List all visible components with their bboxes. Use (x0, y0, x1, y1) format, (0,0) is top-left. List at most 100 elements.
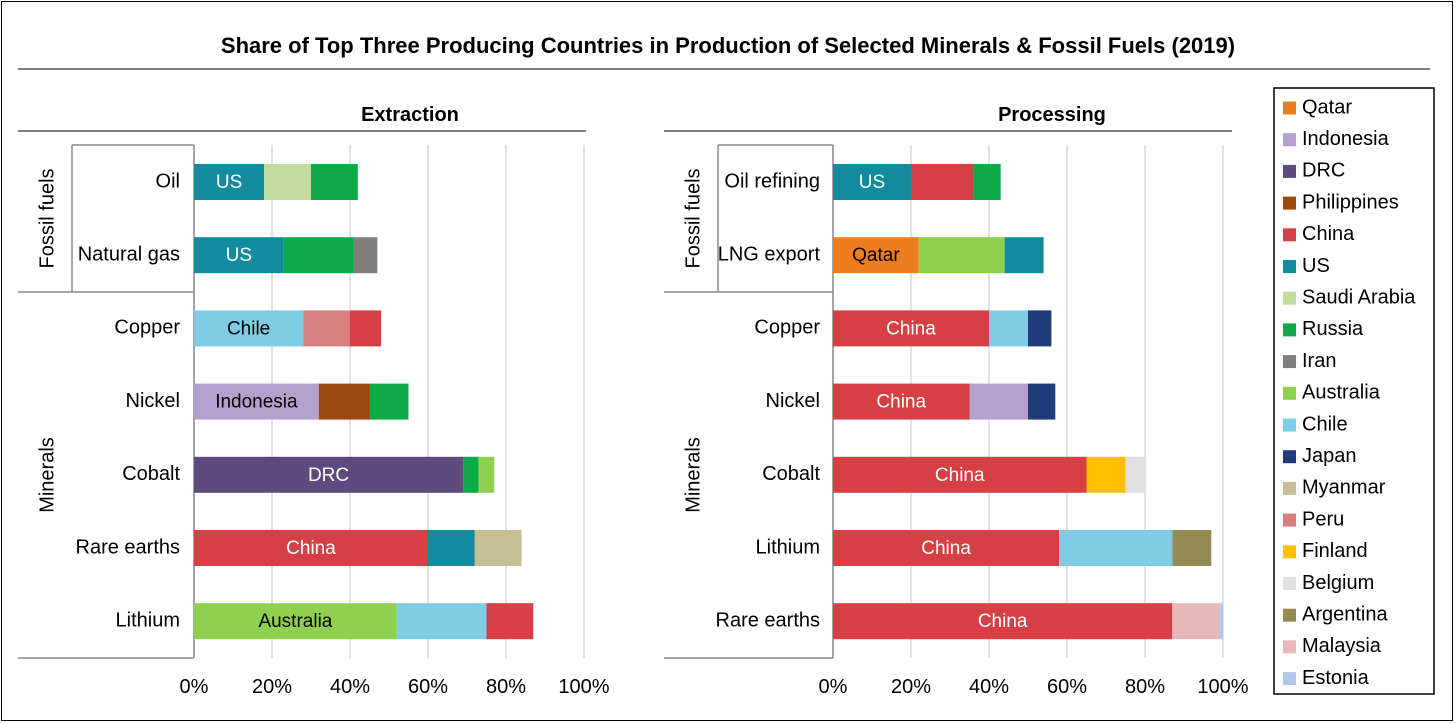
processing-bar-rare-earths-malaysia (1172, 603, 1220, 640)
extraction-tick-label: 80% (486, 676, 526, 698)
processing-data-label-cobalt: China (935, 465, 985, 486)
processing-data-label-nickel: China (876, 392, 926, 413)
legend-swatch-australia (1283, 386, 1296, 400)
processing-tick-label: 0% (819, 676, 848, 698)
legend-label-russia: Russia (1302, 318, 1364, 340)
extraction-bar-nickel-philippines (318, 383, 370, 420)
legend-label-chile: Chile (1302, 413, 1348, 435)
processing-bar-nickel-japan (1028, 383, 1056, 420)
legend-swatch-russia (1283, 323, 1296, 337)
processing-bar-cobalt-belgium (1125, 456, 1145, 493)
extraction-bar-rare-earths-myanmar (474, 530, 522, 566)
processing-bar-oil-refining-us (833, 164, 911, 200)
processing-panel: Processing 0% 20% 40% 60% 80% 100% Fossil fuel… (664, 104, 1249, 698)
legend-label-indonesia: Indonesia (1302, 128, 1390, 150)
legend-swatch-chile (1283, 418, 1296, 432)
processing-bar-lithium-chile (1059, 530, 1173, 566)
legend-label-japan: Japan (1302, 445, 1357, 467)
processing-bar-lng-export-australia (918, 237, 1005, 274)
processing-group-label-fossil-fuels: Fossil fuels (682, 168, 704, 268)
extraction-group-label-fossil-fuels: Fossil fuels (36, 168, 58, 268)
legend-swatch-estonia (1283, 672, 1296, 686)
extraction-title: Extraction (361, 104, 459, 126)
processing-data-label-lng-export: Qatar (852, 245, 900, 266)
extraction-category-label-lithium: Lithium (116, 609, 180, 631)
extraction-tick-label: 100% (558, 676, 609, 698)
extraction-category-label-natural-gas: Natural gas (78, 243, 180, 265)
chart-title: Share of Top Three Producing Countries i… (221, 33, 1235, 58)
extraction-data-label-nickel: Indonesia (215, 392, 298, 413)
legend-swatch-china (1283, 228, 1296, 242)
legend-label-drc: DRC (1302, 160, 1345, 182)
extraction-bar-cobalt-australia (478, 456, 495, 493)
extraction-tick-label: 20% (252, 676, 292, 698)
legend-swatch-iran (1283, 355, 1296, 369)
legend-swatch-saudi-arabia (1283, 291, 1296, 305)
extraction-bar-cobalt-drc (194, 456, 464, 493)
extraction-bar-oil-us (194, 164, 265, 200)
extraction-data-label-lithium: Australia (258, 611, 332, 632)
legend-swatch-philippines (1283, 196, 1296, 210)
legend-box (1273, 87, 1435, 695)
extraction-bar-nickel-russia (369, 383, 409, 420)
legend: Qatar Indonesia DRC Philippines China US Saudi… (1273, 87, 1435, 695)
processing-data-label-copper: China (886, 318, 936, 339)
processing-data-label-rare-earths: China (978, 611, 1028, 632)
extraction-data-label-oil: US (216, 172, 242, 193)
extraction-data-label-natural-gas: US (226, 245, 252, 266)
processing-tick-label: 40% (969, 676, 1009, 698)
extraction-bar-rare-earths-us (428, 530, 475, 566)
extraction-category-label-oil: Oil (156, 170, 180, 192)
extraction-category-label-rare-earths: Rare earths (76, 536, 181, 558)
extraction-tick-label: 0% (180, 676, 209, 698)
processing-bar-copper-chile (989, 310, 1028, 347)
extraction-group-label-minerals: Minerals (36, 437, 58, 513)
legend-swatch-peru (1283, 513, 1296, 527)
legend-label-china: China (1302, 223, 1355, 245)
extraction-bar-cobalt-russia (463, 456, 479, 493)
processing-bar-copper-japan (1028, 310, 1052, 347)
processing-bar-rare-earths-china (833, 603, 1173, 640)
processing-bar-rare-earths-estonia (1219, 603, 1223, 640)
extraction-bar-copper-chile (194, 310, 304, 347)
processing-bar-nickel-china (833, 383, 970, 420)
processing-group-label-minerals: Minerals (682, 437, 704, 513)
legend-label-iran: Iran (1302, 350, 1336, 372)
processing-data-label-lithium: China (921, 538, 971, 559)
legend-label-qatar: Qatar (1302, 96, 1352, 118)
extraction-category-label-cobalt: Cobalt (122, 463, 180, 485)
extraction-panel: Extraction 0% 20% 40% 60% 80% 100% Fossil fuel… (18, 104, 610, 698)
processing-bar-lithium-china (833, 530, 1060, 566)
processing-bar-cobalt-china (833, 456, 1087, 493)
processing-category-label-cobalt: Cobalt (762, 463, 820, 485)
extraction-bar-lithium-chile (396, 603, 487, 640)
legend-label-argentina: Argentina (1302, 603, 1388, 625)
legend-swatch-finland (1283, 545, 1296, 559)
legend-label-peru: Peru (1302, 508, 1344, 530)
extraction-bar-copper-peru (303, 310, 350, 347)
legend-label-myanmar: Myanmar (1302, 477, 1386, 499)
processing-bar-nickel-indonesia (969, 383, 1028, 420)
extraction-tick-label: 60% (408, 676, 448, 698)
processing-category-label-lng-export: LNG export (718, 243, 821, 265)
processing-bar-cobalt-finland (1086, 456, 1126, 493)
extraction-bar-copper-china (350, 310, 382, 347)
legend-label-us: US (1302, 255, 1330, 277)
extraction-bar-natural-gas-russia (283, 237, 354, 274)
extraction-data-label-cobalt: DRC (308, 465, 349, 486)
extraction-bar-oil-saudi-arabia (264, 164, 311, 200)
processing-category-label-oil-refining: Oil refining (724, 170, 820, 192)
processing-category-label-nickel: Nickel (766, 390, 820, 412)
legend-swatch-argentina (1283, 608, 1296, 622)
legend-label-saudi-arabia: Saudi Arabia (1302, 286, 1416, 308)
processing-bar-copper-china (833, 310, 989, 347)
extraction-bar-lithium-australia (194, 603, 397, 640)
legend-swatch-qatar (1283, 101, 1296, 115)
legend-swatch-japan (1283, 450, 1296, 464)
legend-label-philippines: Philippines (1302, 191, 1399, 213)
legend-label-belgium: Belgium (1302, 572, 1374, 594)
extraction-bar-oil-russia (311, 164, 358, 200)
legend-label-finland: Finland (1302, 540, 1368, 562)
processing-tick-label: 80% (1125, 676, 1165, 698)
extraction-bar-natural-gas-us (194, 237, 284, 274)
